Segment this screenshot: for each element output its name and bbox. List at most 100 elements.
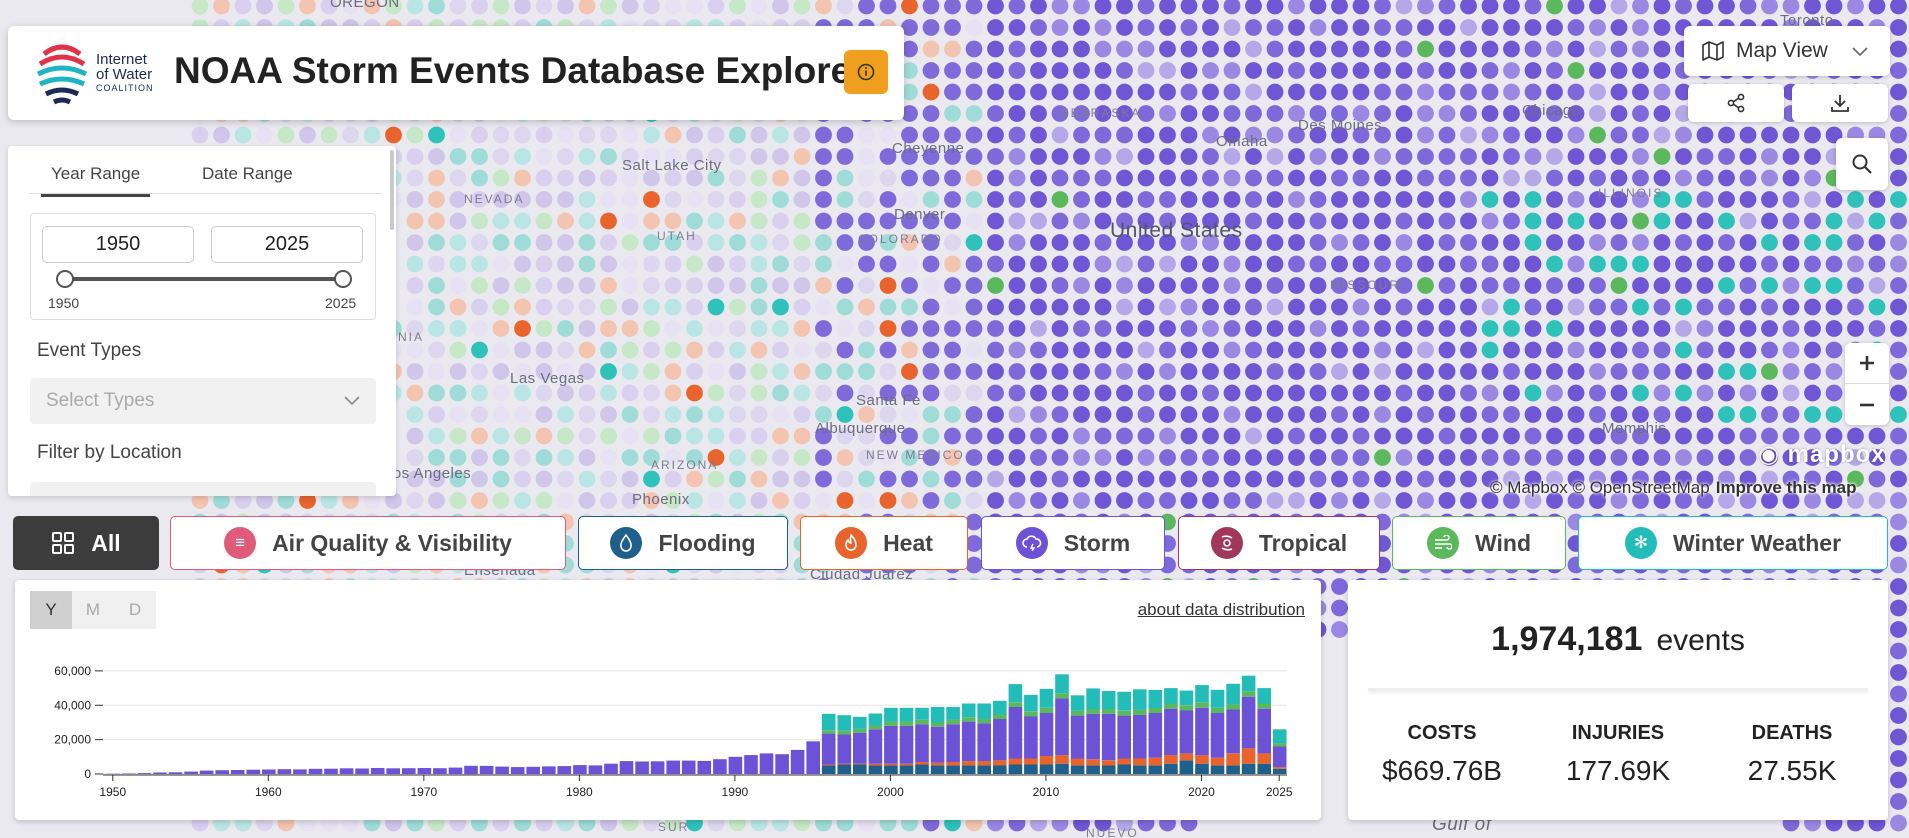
bar-segment[interactable] [308,768,323,774]
bar-segment[interactable] [821,765,836,774]
bar-segment[interactable] [510,767,525,774]
bar-segment[interactable] [542,766,556,774]
bar-segment[interactable] [1179,753,1194,761]
category-winter-weather-button[interactable]: ✻ Winter Weather [1578,516,1888,570]
bar-segment[interactable] [821,764,836,766]
bar-segment[interactable] [1195,685,1209,703]
bar-segment[interactable] [1070,695,1085,711]
bar-segment[interactable] [946,724,960,762]
bar-segment[interactable] [1226,709,1240,754]
bar-segment[interactable] [946,719,960,725]
bar-segment[interactable] [1148,708,1163,713]
bar-segment[interactable] [1272,767,1287,769]
bar-segment[interactable] [899,707,914,722]
bar-segment[interactable] [495,766,509,774]
bar-segment[interactable] [1039,713,1054,756]
bar-segment[interactable] [1195,755,1209,764]
bar-segment[interactable] [1086,765,1100,774]
bar-segment[interactable] [899,721,914,726]
bar-segment[interactable] [339,768,354,774]
bar-segment[interactable] [1164,755,1178,764]
bar-segment[interactable] [588,765,603,774]
bar-segment[interactable] [1272,729,1287,744]
bar-segment[interactable] [293,769,307,774]
bar-segment[interactable] [1148,713,1163,758]
bar-segment[interactable] [1195,702,1209,708]
year-slider-track[interactable] [63,277,343,281]
bar-segment[interactable] [1226,765,1240,774]
bar-segment[interactable] [961,717,976,722]
bar-segment[interactable] [1055,763,1069,774]
bar-segment[interactable] [635,761,649,775]
bar-segment[interactable] [1039,756,1054,765]
granularity-year-button[interactable]: Y [30,591,72,629]
bar-segment[interactable] [1008,758,1023,765]
bar-segment[interactable] [1008,764,1023,775]
bar-segment[interactable] [1117,715,1131,759]
bar-segment[interactable] [915,762,929,765]
bar-segment[interactable] [1210,689,1225,708]
bar-segment[interactable] [821,713,836,731]
zoom-out-button[interactable] [1845,384,1889,425]
granularity-month-button[interactable]: M [72,591,114,629]
bar-segment[interactable] [930,765,945,774]
bar-segment[interactable] [853,732,867,764]
bar-segment[interactable] [479,765,494,774]
bar-segment[interactable] [961,703,976,718]
bar-segment[interactable] [977,761,991,766]
bar-segment[interactable] [993,719,1007,761]
bar-segment[interactable] [993,700,1007,715]
bar-segment[interactable] [837,715,852,731]
bar-segment[interactable] [915,724,929,762]
bar-segment[interactable] [1241,691,1256,697]
bar-segment[interactable] [930,707,945,723]
bar-segment[interactable] [417,768,432,774]
bar-segment[interactable] [821,730,836,734]
bar-segment[interactable] [246,769,261,774]
bar-segment[interactable] [1039,707,1054,713]
bar-segment[interactable] [977,719,991,724]
bar-segment[interactable] [1117,764,1131,775]
bar-segment[interactable] [1179,710,1194,754]
bar-segment[interactable] [1257,753,1271,764]
bar-segment[interactable] [1055,755,1069,764]
bar-segment[interactable] [993,714,1007,720]
bar-segment[interactable] [1133,689,1147,710]
bar-segment[interactable] [526,766,540,774]
bar-segment[interactable] [168,772,183,774]
bar-segment[interactable] [728,756,743,774]
bar-segment[interactable] [681,760,696,774]
bar-segment[interactable] [1024,716,1038,759]
share-button[interactable] [1688,84,1784,122]
bar-segment[interactable] [1101,709,1116,714]
bar-segment[interactable] [1133,714,1147,759]
bar-segment[interactable] [604,763,618,774]
download-button[interactable] [1792,84,1888,122]
event-types-select[interactable]: Select Types [30,378,376,424]
bar-segment[interactable] [1241,748,1256,764]
bar-segment[interactable] [1086,709,1100,714]
bar-segment[interactable] [1133,758,1147,766]
bar-segment[interactable] [868,765,883,774]
bar-segment[interactable] [386,768,400,774]
bar-segment[interactable] [1241,763,1256,774]
bar-segment[interactable] [1179,690,1194,706]
bar-segment[interactable] [884,765,898,774]
bar-segment[interactable] [899,725,914,764]
bar-segment[interactable] [1024,694,1038,712]
bar-segment[interactable] [1272,746,1287,768]
zoom-in-button[interactable] [1845,343,1889,384]
bar-segment[interactable] [277,769,292,774]
bar-segment[interactable] [184,771,198,774]
info-button[interactable] [844,50,888,94]
bar-segment[interactable] [930,722,945,727]
bar-segment[interactable] [853,716,867,729]
bar-segment[interactable] [402,768,416,774]
map-search-button[interactable] [1836,138,1888,190]
year-to-input[interactable]: 2025 [211,226,363,263]
bar-segment[interactable] [1070,710,1085,716]
bar-segment[interactable] [853,763,867,765]
category-all-button[interactable]: All [13,516,159,570]
bar-segment[interactable] [1226,753,1240,766]
bar-segment[interactable] [1086,759,1100,766]
